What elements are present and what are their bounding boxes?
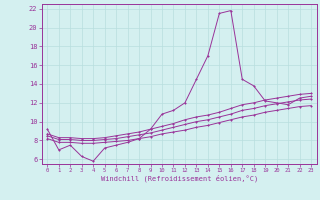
X-axis label: Windchill (Refroidissement éolien,°C): Windchill (Refroidissement éolien,°C) [100,175,258,182]
